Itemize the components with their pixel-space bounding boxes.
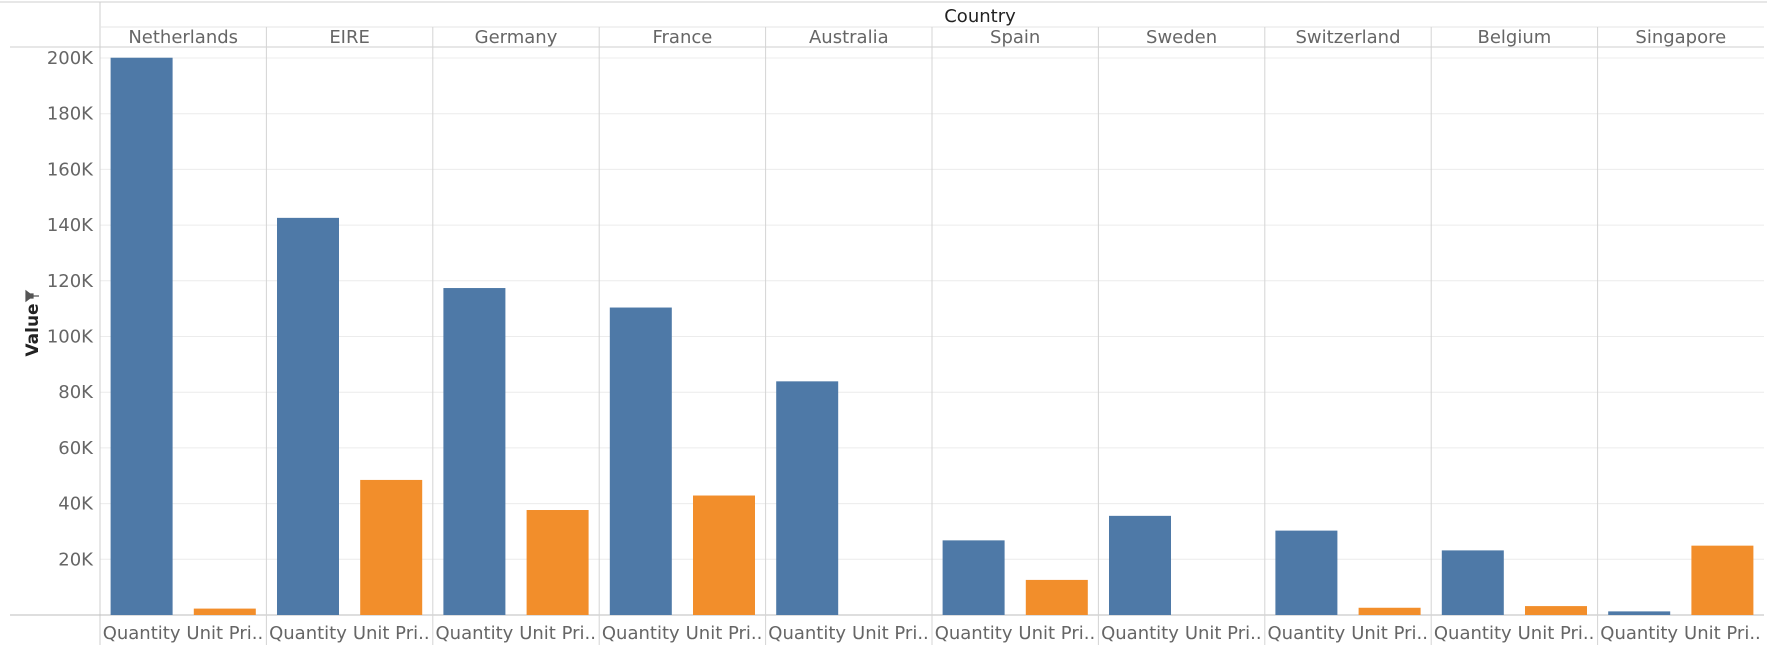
pin-icon[interactable] (25, 289, 39, 303)
column-header-spain[interactable]: Spain (990, 27, 1040, 48)
measure-label: Unit Pri.. (1018, 623, 1095, 644)
measure-label: Quantity (1101, 623, 1179, 644)
bar-germany-unit-price[interactable] (526, 510, 589, 615)
measure-label: Unit Pri.. (1518, 623, 1595, 644)
column-header-belgium[interactable]: Belgium (1478, 27, 1552, 48)
column-header-germany[interactable]: Germany (475, 27, 558, 48)
column-header-singapore[interactable]: Singapore (1635, 27, 1726, 48)
column-header-switzerland[interactable]: Switzerland (1296, 27, 1401, 48)
column-header-eire[interactable]: EIRE (329, 27, 370, 48)
y-tick-label: 140K (47, 215, 94, 236)
y-tick-label: 40K (58, 494, 94, 515)
bar-belgium-unit-price[interactable] (1525, 606, 1587, 615)
bar-eire-unit-price[interactable] (360, 479, 423, 615)
bar-eire-quantity[interactable] (277, 217, 339, 615)
measure-label: Unit Pri.. (519, 623, 596, 644)
column-header-sweden[interactable]: Sweden (1146, 27, 1217, 48)
bar-switzerland-unit-price[interactable] (1358, 607, 1421, 615)
measure-label: Quantity (269, 623, 347, 644)
y-axis-title: Value (23, 303, 43, 356)
bar-belgium-quantity[interactable] (1441, 550, 1504, 615)
measure-label: Unit Pri.. (353, 623, 430, 644)
measure-label: Quantity (1268, 623, 1346, 644)
bar-spain-quantity[interactable] (942, 540, 1005, 615)
y-tick-label: 60K (58, 438, 94, 459)
measure-label: Quantity (935, 623, 1013, 644)
y-tick-label: 200K (47, 48, 94, 69)
column-header-netherlands[interactable]: Netherlands (128, 27, 238, 48)
column-dimension-title: Country (944, 6, 1016, 27)
measure-label: Quantity (1434, 623, 1512, 644)
bar-netherlands-quantity[interactable] (110, 57, 173, 616)
measure-label: Quantity (103, 623, 181, 644)
column-header-france[interactable]: France (652, 27, 712, 48)
measure-label: Unit Pri.. (186, 623, 263, 644)
y-tick-label: 80K (58, 382, 94, 403)
bar-switzerland-quantity[interactable] (1275, 530, 1338, 615)
measure-label: Quantity (768, 623, 846, 644)
bar-australia-quantity[interactable] (776, 381, 839, 615)
measure-label: Quantity (436, 623, 514, 644)
measure-label: Unit Pri.. (852, 623, 929, 644)
measure-label: Unit Pri.. (1684, 623, 1761, 644)
y-tick-label: 120K (47, 271, 94, 292)
bar-singapore-unit-price[interactable] (1691, 545, 1754, 615)
y-tick-label: 100K (47, 327, 94, 348)
bar-germany-quantity[interactable] (443, 288, 506, 615)
y-tick-label: 180K (47, 104, 94, 125)
bar-spain-unit-price[interactable] (1025, 579, 1088, 615)
y-tick-label: 20K (58, 549, 94, 570)
measure-label: Unit Pri.. (1185, 623, 1262, 644)
bar-france-quantity[interactable] (609, 307, 672, 615)
y-tick-label: 160K (47, 159, 94, 180)
measure-label: Unit Pri.. (686, 623, 763, 644)
bar-netherlands-unit-price[interactable] (193, 608, 256, 615)
bar-france-unit-price[interactable] (693, 495, 755, 615)
bar-singapore-quantity[interactable] (1608, 611, 1671, 615)
bar-sweden-quantity[interactable] (1109, 515, 1171, 615)
column-header-australia[interactable]: Australia (809, 27, 889, 48)
measure-label: Quantity (602, 623, 680, 644)
measure-label: Quantity (1600, 623, 1678, 644)
measure-label: Unit Pri.. (1351, 623, 1428, 644)
